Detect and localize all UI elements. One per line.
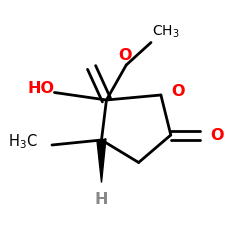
Text: $\mathregular{CH_3}$: $\mathregular{CH_3}$	[152, 24, 180, 40]
Text: O: O	[118, 48, 132, 62]
Text: $\mathregular{H_3C}$: $\mathregular{H_3C}$	[8, 132, 37, 150]
Text: H: H	[95, 192, 108, 208]
Text: O: O	[171, 84, 184, 99]
Text: O: O	[210, 128, 224, 142]
Text: HO: HO	[27, 81, 54, 96]
Polygon shape	[97, 139, 106, 182]
